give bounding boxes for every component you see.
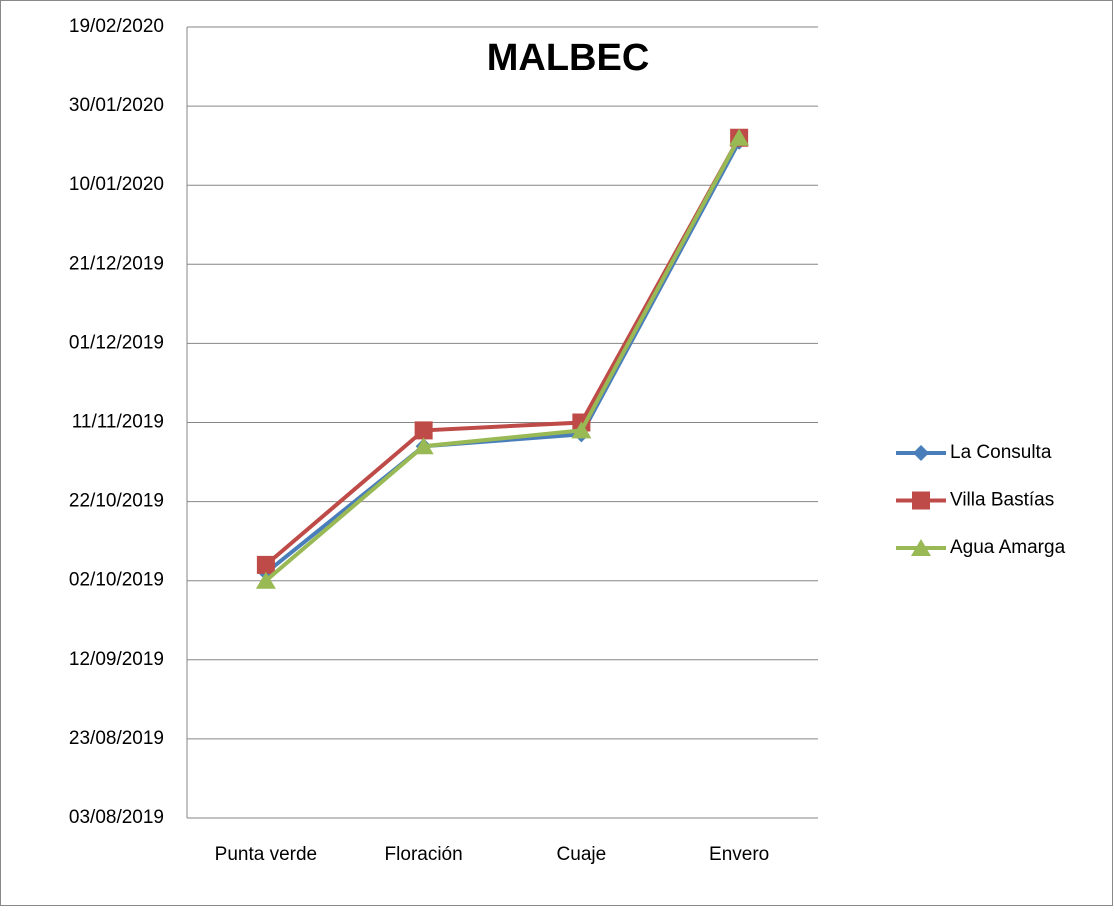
point-marker bbox=[414, 421, 433, 440]
y-tick-label: 21/12/2019 bbox=[69, 253, 164, 274]
legend-marker bbox=[911, 539, 931, 556]
y-tick-label: 19/02/2020 bbox=[69, 16, 164, 37]
point-marker bbox=[571, 421, 592, 439]
x-tick-label: Floración bbox=[385, 844, 463, 865]
legend-label: Villa Bastías bbox=[950, 490, 1054, 511]
y-tick-label: 03/08/2019 bbox=[69, 807, 164, 828]
point-marker bbox=[256, 555, 275, 574]
x-tick-label: Envero bbox=[709, 844, 769, 865]
y-tick-label: 30/01/2020 bbox=[69, 95, 164, 116]
legend-label: La Consulta bbox=[950, 442, 1052, 463]
y-tick-label: 02/10/2019 bbox=[69, 570, 164, 591]
y-tick-label: 10/01/2020 bbox=[69, 174, 164, 195]
y-tick-label: 11/11/2019 bbox=[72, 412, 164, 433]
x-tick-label: Cuaje bbox=[557, 844, 607, 865]
legend-marker bbox=[913, 445, 929, 461]
legend-marker bbox=[912, 491, 930, 510]
series-line bbox=[264, 136, 741, 583]
y-tick-label: 22/10/2019 bbox=[69, 491, 164, 512]
point-marker bbox=[413, 437, 434, 455]
chart-title: MALBEC bbox=[487, 37, 650, 79]
y-tick-label: 12/09/2019 bbox=[69, 649, 164, 670]
legend-label: Agua Amarga bbox=[950, 537, 1066, 558]
y-tick-label: 23/08/2019 bbox=[69, 728, 164, 749]
x-tick-label: Punta verde bbox=[215, 844, 317, 865]
y-tick-label: 01/12/2019 bbox=[69, 332, 164, 353]
point-marker bbox=[255, 571, 276, 589]
point-marker bbox=[729, 128, 750, 146]
